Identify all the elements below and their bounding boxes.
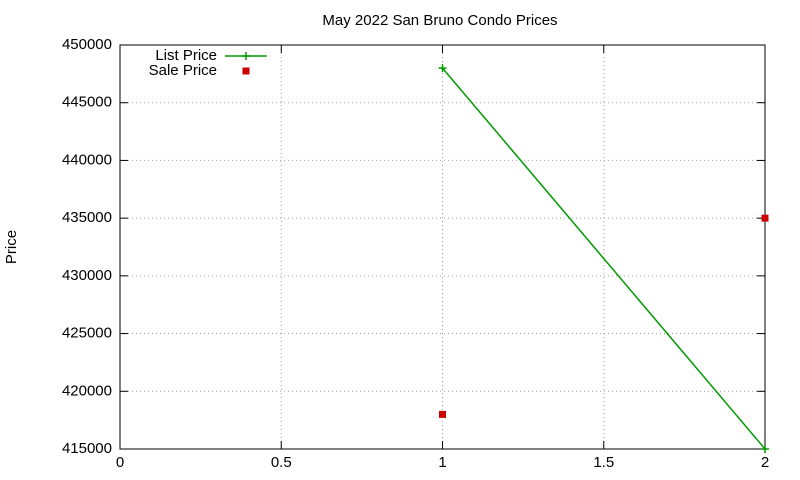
legend-swatch: [242, 67, 250, 75]
x-tick-label: 0: [116, 454, 124, 471]
y-tick-label: 435000: [62, 209, 112, 226]
y-tick-label: 425000: [62, 325, 112, 342]
y-tick-label: 415000: [62, 440, 112, 457]
y-tick-label: 445000: [62, 94, 112, 111]
y-tick-label: 450000: [62, 36, 112, 53]
point: [761, 445, 769, 453]
y-axis-label: Price: [3, 230, 20, 264]
plot-border: [119, 44, 766, 450]
x-tick-label: 1.5: [593, 454, 614, 471]
point: [761, 214, 769, 222]
series-line: [441, 67, 766, 450]
y-tick-label: 420000: [62, 382, 112, 399]
point: [439, 410, 446, 418]
x-tick-label: 2: [761, 454, 769, 471]
y-tick-label: 440000: [62, 151, 112, 168]
legend-label: List Price: [155, 47, 217, 64]
x-tick-label: 1: [438, 454, 446, 471]
y-tick-label: 430000: [62, 267, 112, 284]
chart-title: May 2022 San Bruno Condo Prices: [322, 12, 557, 29]
legend-swatch: [242, 52, 250, 60]
legend-label: Sale Price: [149, 62, 217, 79]
point: [438, 64, 447, 73]
x-tick-label: 0.5: [271, 454, 292, 471]
